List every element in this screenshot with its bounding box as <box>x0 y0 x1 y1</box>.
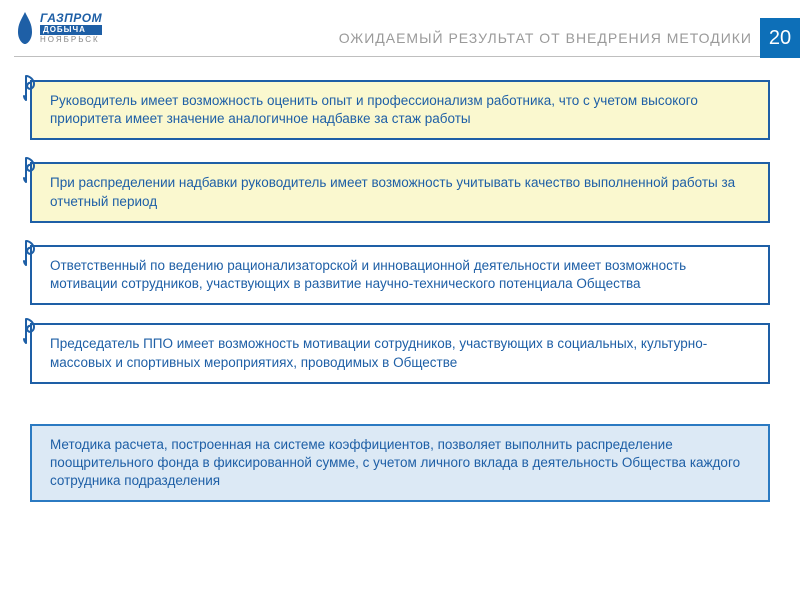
header: ГАЗПРОМ ДОБЫЧА НОЯБРЬСК ОЖИДАЕМЫЙ РЕЗУЛЬ… <box>0 0 800 58</box>
title-bar: ОЖИДАЕМЫЙ РЕЗУЛЬТАТ ОТ ВНЕДРЕНИЯ МЕТОДИК… <box>339 20 800 56</box>
scroll-icon <box>22 156 42 184</box>
card-text: Методика расчета, построенная на системе… <box>50 437 740 488</box>
card-text: При распределении надбавки руководитель … <box>50 175 735 208</box>
scroll-icon <box>22 239 42 267</box>
card-4: Председатель ППО имеет возможность мотив… <box>30 323 770 383</box>
page-title: ОЖИДАЕМЫЙ РЕЗУЛЬТАТ ОТ ВНЕДРЕНИЯ МЕТОДИК… <box>339 30 760 46</box>
logo-line3: НОЯБРЬСК <box>40 36 102 44</box>
content-area: Руководитель имеет возможность оценить о… <box>0 58 800 502</box>
card-text: Руководитель имеет возможность оценить о… <box>50 93 698 126</box>
card-text: Председатель ППО имеет возможность мотив… <box>50 336 707 369</box>
header-divider <box>14 56 760 57</box>
card-2: При распределении надбавки руководитель … <box>30 162 770 222</box>
card-text: Ответственный по ведению рационализаторс… <box>50 258 686 291</box>
logo-line2: ДОБЫЧА <box>40 25 102 35</box>
card-5: Методика расчета, построенная на системе… <box>30 424 770 503</box>
card-3: Ответственный по ведению рационализаторс… <box>30 245 770 305</box>
card-1: Руководитель имеет возможность оценить о… <box>30 80 770 140</box>
logo-text: ГАЗПРОМ ДОБЫЧА НОЯБРЬСК <box>40 12 102 44</box>
scroll-icon <box>22 317 42 345</box>
flame-icon <box>14 12 36 44</box>
scroll-icon <box>22 74 42 102</box>
logo: ГАЗПРОМ ДОБЫЧА НОЯБРЬСК <box>14 12 102 44</box>
page-number: 20 <box>760 18 800 58</box>
logo-line1: ГАЗПРОМ <box>40 12 102 24</box>
